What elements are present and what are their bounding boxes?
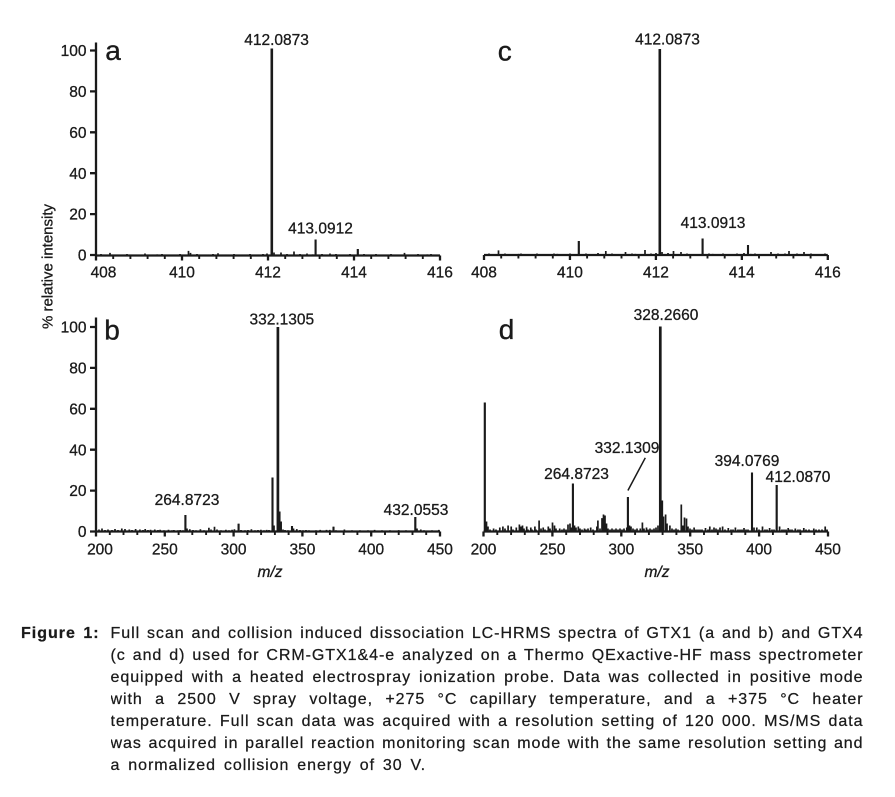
svg-text:450: 450 [815,542,841,559]
svg-text:400: 400 [746,542,772,559]
svg-text:408: 408 [471,265,497,282]
svg-text:413.0912: 413.0912 [288,221,353,238]
svg-text:410: 410 [169,265,195,282]
svg-text:a: a [105,35,121,66]
svg-text:414: 414 [729,265,755,282]
svg-text:408: 408 [91,265,117,282]
svg-text:264.8723: 264.8723 [155,492,220,509]
svg-text:450: 450 [427,542,453,559]
svg-text:20: 20 [69,483,87,500]
svg-text:350: 350 [677,542,703,559]
svg-text:328.2660: 328.2660 [634,307,699,324]
svg-text:80: 80 [69,84,87,101]
svg-text:c: c [498,35,512,66]
svg-text:100: 100 [61,43,87,60]
svg-text:410: 410 [557,265,583,282]
svg-text:300: 300 [221,542,247,559]
svg-text:250: 250 [539,542,565,559]
svg-text:414: 414 [341,265,367,282]
svg-text:0: 0 [78,248,87,265]
svg-text:60: 60 [69,401,87,418]
svg-text:412.0870: 412.0870 [766,469,831,486]
svg-text:40: 40 [69,166,87,183]
svg-text:0: 0 [78,524,87,541]
svg-text:80: 80 [69,361,87,378]
svg-text:416: 416 [815,265,841,282]
svg-text:332.1309: 332.1309 [595,440,660,457]
svg-text:60: 60 [69,125,87,142]
svg-text:m/z: m/z [258,564,283,581]
svg-text:416: 416 [427,265,453,282]
svg-text:350: 350 [289,542,315,559]
svg-text:332.1305: 332.1305 [249,312,314,329]
svg-text:d: d [499,314,515,345]
svg-text:20: 20 [69,207,87,224]
svg-text:412.0873: 412.0873 [635,31,700,48]
svg-text:300: 300 [608,542,634,559]
svg-text:100: 100 [61,320,87,337]
svg-text:200: 200 [471,542,497,559]
svg-text:m/z: m/z [645,564,670,581]
svg-text:432.0553: 432.0553 [384,502,449,519]
svg-text:400: 400 [358,542,384,559]
svg-text:412.0873: 412.0873 [244,32,309,49]
svg-text:40: 40 [69,442,87,459]
svg-text:200: 200 [87,542,113,559]
svg-text:412: 412 [643,265,669,282]
svg-text:264.8723: 264.8723 [544,466,609,483]
svg-text:% relative intensity: % relative intensity [40,203,57,329]
svg-text:412: 412 [255,265,281,282]
svg-text:b: b [104,314,120,345]
svg-text:250: 250 [152,542,178,559]
svg-text:394.0769: 394.0769 [715,453,780,470]
svg-text:413.0913: 413.0913 [681,215,746,232]
